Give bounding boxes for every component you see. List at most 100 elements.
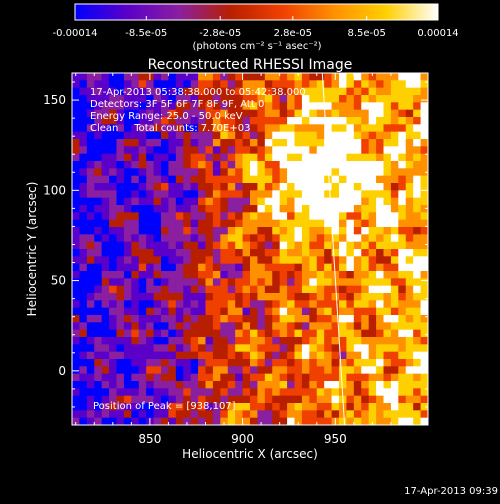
heatmap-cell: [420, 205, 428, 213]
heatmap-cell: [94, 241, 103, 250]
heatmap-cell: [205, 87, 214, 96]
heatmap-cell: [405, 73, 414, 81]
heatmap-cell: [94, 131, 103, 140]
heatmap-cell: [264, 219, 273, 228]
heatmap-cell: [346, 80, 355, 89]
heatmap-cell: [413, 124, 422, 133]
heatmap-cell: [294, 183, 303, 191]
heatmap-cell: [301, 161, 310, 169]
heatmap-cell: [316, 241, 325, 250]
heatmap-cell: [116, 234, 125, 243]
heatmap-cell: [324, 153, 333, 162]
heatmap-cell: [109, 388, 118, 397]
heatmap-cell: [339, 153, 348, 162]
heatmap-cell: [413, 190, 422, 199]
heatmap-cell: [316, 161, 325, 169]
heatmap-cell: [161, 227, 170, 235]
heatmap-cell: [294, 219, 303, 228]
heatmap-cell: [235, 183, 244, 191]
heatmap-cell: [272, 175, 281, 184]
heatmap-cell: [316, 395, 325, 404]
heatmap-cell: [376, 109, 385, 118]
heatmap-cell: [109, 190, 118, 199]
heatmap-cell: [72, 241, 81, 250]
heatmap-cell: [294, 403, 303, 411]
heatmap-cell: [131, 183, 140, 191]
heatmap-cell: [294, 337, 303, 345]
heatmap-cell: [279, 307, 288, 316]
heatmap-cell: [339, 80, 348, 89]
heatmap-cell: [212, 417, 221, 425]
heatmap-cell: [212, 219, 221, 228]
heatmap-cell: [361, 109, 370, 118]
heatmap-cell: [346, 315, 355, 323]
heatmap-cell: [383, 285, 392, 294]
heatmap-cell: [138, 307, 147, 316]
heatmap-cell: [109, 307, 118, 316]
heatmap-cell: [168, 227, 177, 235]
heatmap-cell: [309, 300, 318, 309]
heatmap-cell: [390, 388, 399, 397]
heatmap-cell: [72, 153, 81, 162]
heatmap-cell: [72, 344, 81, 353]
heatmap-cell: [353, 131, 362, 140]
heatmap-cell: [212, 146, 221, 155]
heatmap-cell: [264, 124, 273, 133]
heatmap-cell: [212, 212, 221, 221]
heatmap-cell: [413, 263, 422, 272]
heatmap-cell: [138, 329, 147, 338]
heatmap-cell: [153, 161, 162, 169]
heatmap-cell: [390, 241, 399, 250]
heatmap-cell: [116, 293, 125, 301]
heatmap-cell: [316, 153, 325, 162]
heatmap-cell: [376, 263, 385, 272]
heatmap-cell: [361, 329, 370, 338]
heatmap-cell: [420, 197, 428, 206]
heatmap-cell: [86, 337, 95, 345]
heatmap-cell: [168, 293, 177, 301]
heatmap-cell: [287, 344, 296, 353]
heatmap-cell: [242, 234, 251, 243]
heatmap-cell: [205, 80, 214, 89]
heatmap-cell: [264, 359, 273, 367]
heatmap-cell: [116, 278, 125, 287]
heatmap-cell: [383, 278, 392, 287]
heatmap-cell: [131, 256, 140, 265]
heatmap-cell: [175, 190, 184, 199]
heatmap-cell: [190, 388, 199, 397]
heatmap-cell: [331, 293, 340, 301]
heatmap-cell: [346, 381, 355, 389]
heatmap-cell: [175, 146, 184, 155]
colorbar-tick-label: -8.5e-05: [125, 28, 167, 39]
heatmap-cell: [220, 315, 229, 323]
heatmap-cell: [138, 410, 147, 419]
heatmap-cell: [398, 109, 407, 118]
heatmap-cell: [116, 212, 125, 221]
heatmap-cell: [376, 322, 385, 331]
heatmap-cell: [161, 249, 170, 257]
heatmap-cell: [190, 249, 199, 257]
heatmap-cell: [242, 351, 251, 360]
heatmap-cell: [138, 366, 147, 375]
heatmap-cell: [368, 351, 377, 360]
heatmap-cell: [116, 307, 125, 316]
heatmap-cell: [301, 263, 310, 272]
x-tick-label: 950: [324, 432, 347, 446]
heatmap-cell: [405, 197, 414, 206]
heatmap-cell: [346, 161, 355, 169]
heatmap-cell: [220, 73, 229, 81]
heatmap-cell: [272, 249, 281, 257]
heatmap-cell: [72, 351, 81, 360]
heatmap-cell: [146, 109, 155, 118]
heatmap-cell: [161, 403, 170, 411]
heatmap-cell: [339, 87, 348, 96]
heatmap-cell: [116, 256, 125, 265]
heatmap-cell: [161, 366, 170, 375]
heatmap-cell: [72, 263, 81, 272]
heatmap-cell: [413, 351, 422, 360]
heatmap-cell: [116, 300, 125, 309]
heatmap-cell: [94, 417, 103, 425]
heatmap-cell: [220, 212, 229, 221]
heatmap-cell: [72, 373, 81, 382]
heatmap-cell: [198, 249, 207, 257]
